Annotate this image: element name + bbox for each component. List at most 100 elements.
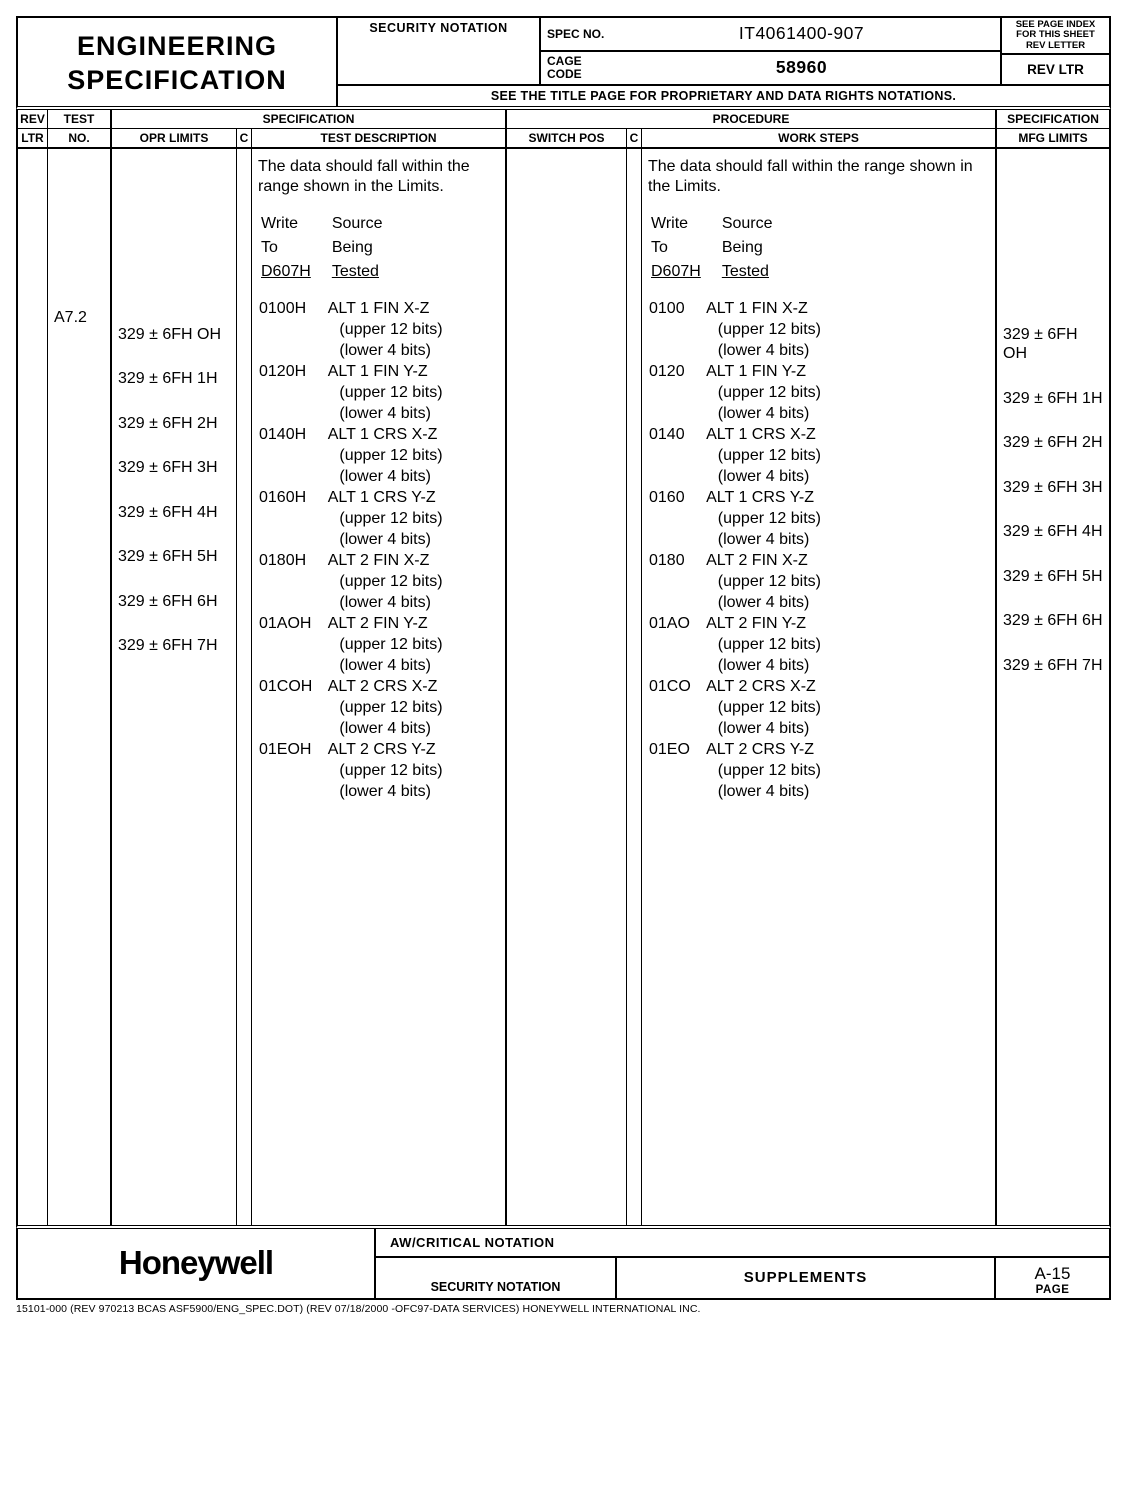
item-upper: (upper 12 bits) bbox=[313, 382, 443, 404]
ch-c2: C bbox=[627, 129, 642, 147]
item-label: ALT 1 CRS X-Z bbox=[313, 425, 443, 445]
item-lower: (lower 4 bits) bbox=[313, 403, 443, 425]
item-label: ALT 1 FIN X-Z bbox=[692, 299, 822, 319]
item-addr: 0140 bbox=[648, 425, 692, 445]
item-upper: (upper 12 bits) bbox=[692, 445, 822, 467]
write-to-header: WriteSourceToBeingD607HTested bbox=[258, 211, 403, 285]
items-table: 0100H ALT 1 FIN X-Z(upper 12 bits)(lower… bbox=[258, 299, 444, 803]
item-label: ALT 1 CRS Y-Z bbox=[313, 488, 443, 508]
item-addr: 0160H bbox=[258, 488, 313, 508]
item-label: ALT 2 FIN Y-Z bbox=[692, 614, 822, 634]
item-label: ALT 1 FIN Y-Z bbox=[692, 362, 822, 382]
limit-value: 329 ± 6FH 3H bbox=[1003, 478, 1105, 498]
item-addr: 01COH bbox=[258, 677, 313, 697]
item-label: ALT 1 FIN X-Z bbox=[313, 299, 443, 319]
write-to-header: WriteSourceToBeingD607HTested bbox=[648, 211, 793, 285]
item-upper: (upper 12 bits) bbox=[692, 697, 822, 719]
item-lower: (lower 4 bits) bbox=[313, 466, 443, 488]
ch-test: TEST bbox=[48, 110, 112, 128]
item-label: ALT 2 CRS Y-Z bbox=[692, 740, 822, 760]
item-label: ALT 1 CRS Y-Z bbox=[692, 488, 822, 508]
item-label: ALT 2 FIN Y-Z bbox=[313, 614, 443, 634]
limit-value: 329 ± 6FH 1H bbox=[1003, 389, 1105, 409]
col-c2 bbox=[627, 149, 642, 1225]
intro-text: The data should fall within the range sh… bbox=[258, 157, 501, 197]
item-upper: (upper 12 bits) bbox=[692, 382, 822, 404]
item-label: ALT 1 CRS X-Z bbox=[692, 425, 822, 445]
item-row: 0100 ALT 1 FIN X-Z bbox=[648, 299, 822, 319]
item-upper: (upper 12 bits) bbox=[313, 445, 443, 467]
fine-print: 15101-000 (REV 970213 BCAS ASF5900/ENG_S… bbox=[16, 1300, 1111, 1315]
spec-no-value: IT4061400-907 bbox=[609, 23, 994, 44]
security-notation-top: SECURITY NOTATION bbox=[338, 18, 541, 84]
col-switch-pos bbox=[507, 149, 627, 1225]
limit-value: 329 ± 6FH 7H bbox=[118, 636, 232, 656]
limit-value: 329 ± 6FH 5H bbox=[1003, 567, 1105, 587]
item-addr: 0100H bbox=[258, 299, 313, 319]
item-row: 01EOH ALT 2 CRS Y-Z bbox=[258, 740, 444, 760]
item-upper: (upper 12 bits) bbox=[313, 571, 443, 593]
spec-body: A7.2 329 ± 6FH OH 329 ± 6FH 1H 329 ± 6FH 2… bbox=[16, 149, 1111, 1229]
limit-value: 329 ± 6FH 4H bbox=[1003, 522, 1105, 542]
item-label: ALT 2 CRS X-Z bbox=[313, 677, 443, 697]
limit-value: 329 ± 6FH 3H bbox=[118, 458, 232, 478]
doc-title-l1: ENGINEERING bbox=[22, 30, 332, 64]
limit-value: 329 ± 6FH OH bbox=[1003, 325, 1105, 364]
item-lower: (lower 4 bits) bbox=[313, 655, 443, 677]
item-lower: (lower 4 bits) bbox=[692, 466, 822, 488]
limit-value: 329 ± 6FH 6H bbox=[118, 592, 232, 612]
page-box: A-15 PAGE bbox=[996, 1258, 1109, 1298]
test-no-value: A7.2 bbox=[54, 309, 87, 326]
item-addr: 01AO bbox=[648, 614, 692, 634]
proprietary-note: SEE THE TITLE PAGE FOR PROPRIETARY AND D… bbox=[338, 84, 1109, 106]
item-addr: 01EOH bbox=[258, 740, 313, 760]
item-row: 0180H ALT 2 FIN X-Z bbox=[258, 551, 444, 571]
limit-value: 329 ± 6FH 4H bbox=[118, 503, 232, 523]
item-lower: (lower 4 bits) bbox=[313, 529, 443, 551]
intro-text: The data should fall within the range sh… bbox=[648, 157, 991, 197]
item-lower: (lower 4 bits) bbox=[313, 781, 443, 803]
item-addr: 0120 bbox=[648, 362, 692, 382]
doc-title-l2: SPECIFICATION bbox=[22, 64, 332, 98]
item-row: 0160 ALT 1 CRS Y-Z bbox=[648, 488, 822, 508]
item-upper: (upper 12 bits) bbox=[313, 319, 443, 341]
item-upper: (upper 12 bits) bbox=[692, 571, 822, 593]
item-upper: (upper 12 bits) bbox=[692, 760, 822, 782]
item-row: 0160H ALT 1 CRS Y-Z bbox=[258, 488, 444, 508]
security-notation-bottom: SECURITY NOTATION bbox=[376, 1258, 617, 1298]
header: ENGINEERING SPECIFICATION SECURITY NOTAT… bbox=[16, 16, 1111, 110]
spec-box: SPEC NO. IT4061400-907 CAGE CODE 58960 bbox=[541, 18, 1002, 84]
ch-opr-limits: OPR LIMITS bbox=[112, 129, 237, 147]
honeywell-logo: Honeywell bbox=[18, 1229, 374, 1298]
col-c1 bbox=[237, 149, 252, 1225]
spec-page: ENGINEERING SPECIFICATION SECURITY NOTAT… bbox=[16, 16, 1111, 1315]
rev-ltr-label: REV LTR bbox=[1002, 55, 1109, 83]
item-label: ALT 1 FIN Y-Z bbox=[313, 362, 443, 382]
limit-value: 329 ± 6FH 2H bbox=[1003, 433, 1105, 453]
ch-mfg-limits: MFG LIMITS bbox=[997, 129, 1109, 147]
item-upper: (upper 12 bits) bbox=[692, 319, 822, 341]
item-row: 0100H ALT 1 FIN X-Z bbox=[258, 299, 444, 319]
item-row: 01AO ALT 2 FIN Y-Z bbox=[648, 614, 822, 634]
ch-switch-pos: SWITCH POS bbox=[507, 129, 627, 147]
cage-code-label: CAGE CODE bbox=[547, 55, 609, 80]
item-lower: (lower 4 bits) bbox=[692, 529, 822, 551]
item-row: 0140 ALT 1 CRS X-Z bbox=[648, 425, 822, 445]
col-test-description: The data should fall within the range sh… bbox=[252, 149, 507, 1225]
item-lower: (lower 4 bits) bbox=[692, 340, 822, 362]
footer: Honeywell AW/CRITICAL NOTATION SECURITY … bbox=[16, 1229, 1111, 1300]
ch-c1: C bbox=[237, 129, 252, 147]
ch-specification: SPECIFICATION bbox=[112, 110, 507, 128]
limit-value: 329 ± 6FH 5H bbox=[118, 547, 232, 567]
item-lower: (lower 4 bits) bbox=[692, 655, 822, 677]
cage-code-value: 58960 bbox=[609, 57, 994, 78]
item-row: 01EO ALT 2 CRS Y-Z bbox=[648, 740, 822, 760]
item-upper: (upper 12 bits) bbox=[313, 508, 443, 530]
rev-box: SEE PAGE INDEX FOR THIS SHEET REV LETTER… bbox=[1002, 18, 1109, 84]
ch-no: NO. bbox=[48, 129, 112, 147]
supplements-label: SUPPLEMENTS bbox=[617, 1258, 996, 1298]
ch-procedure: PROCEDURE bbox=[507, 110, 997, 128]
aw-critical-notation: AW/CRITICAL NOTATION bbox=[376, 1229, 1109, 1258]
ch-work-steps: WORK STEPS bbox=[642, 129, 997, 147]
limit-value: 329 ± 6FH 2H bbox=[118, 414, 232, 434]
